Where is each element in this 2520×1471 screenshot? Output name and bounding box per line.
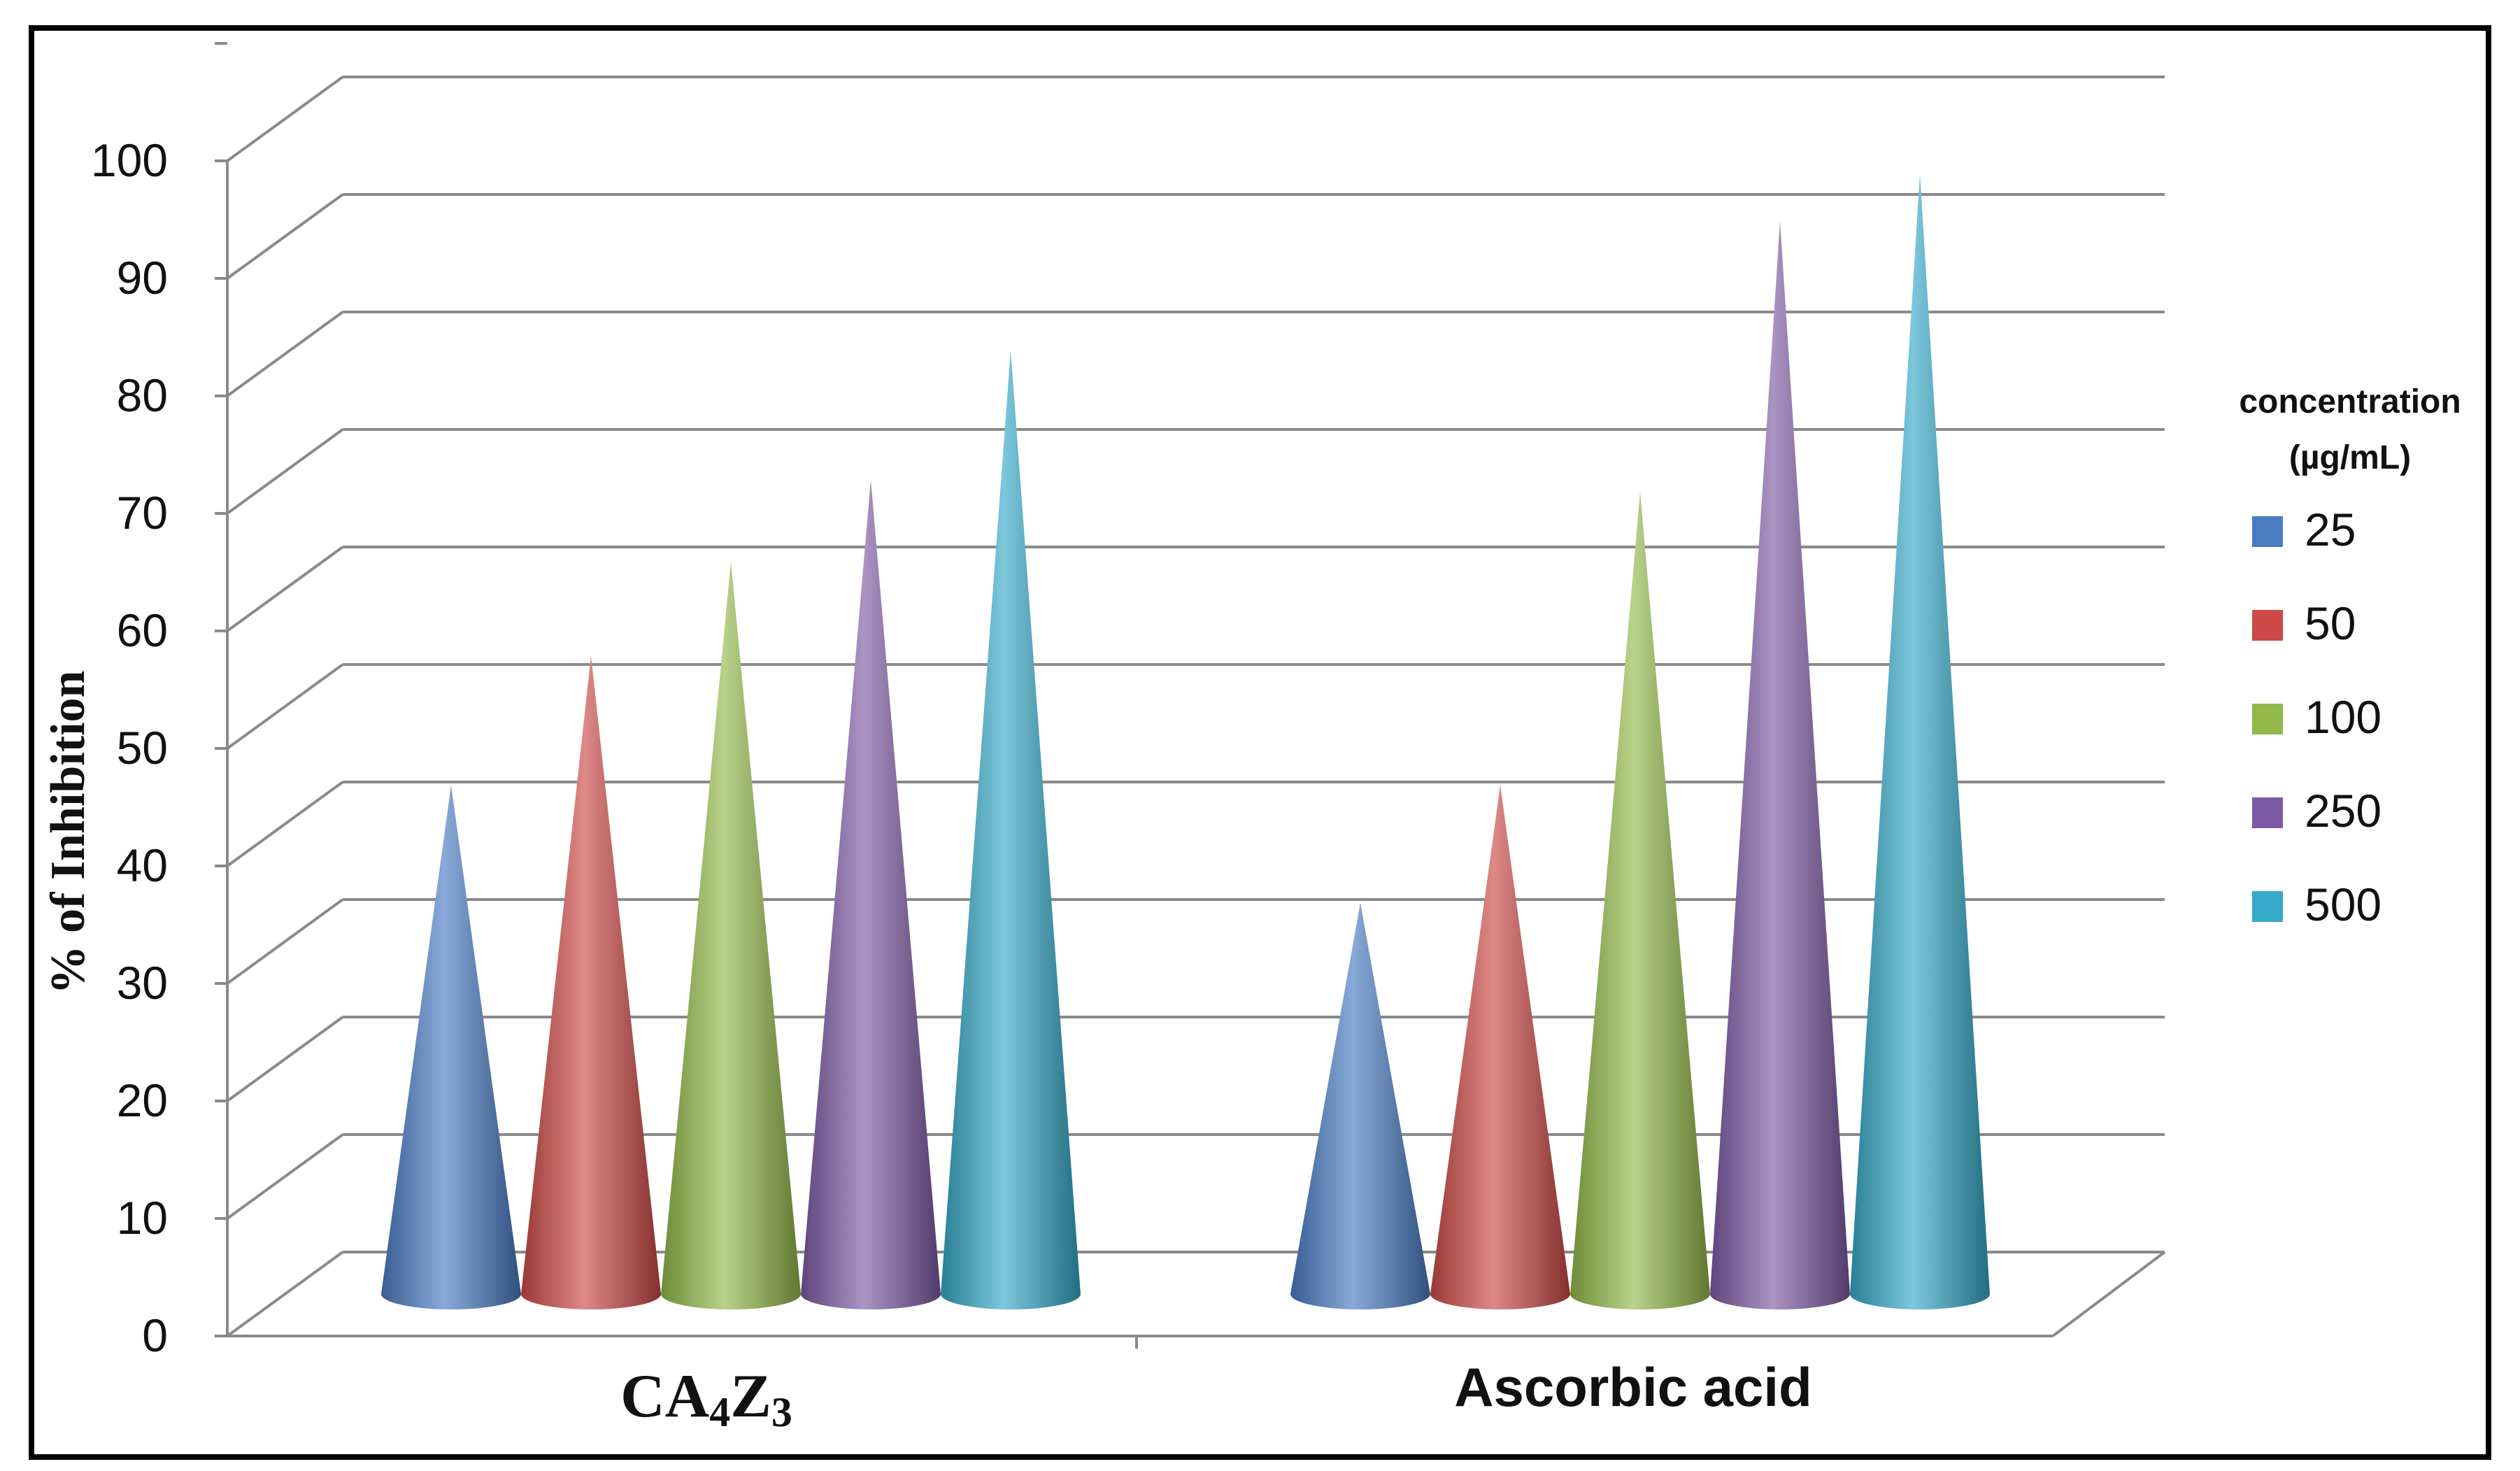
cone-50-1 xyxy=(1430,785,1570,1309)
legend-swatch-500 xyxy=(2252,891,2283,922)
gridline-side xyxy=(226,428,344,515)
gridline-side xyxy=(226,546,344,632)
y-tick-labels: 0 10 20 30 40 50 60 70 80 90 100 xyxy=(91,134,168,1361)
y-tick-label: 80 xyxy=(117,369,168,421)
gridline-side xyxy=(226,76,344,162)
legend-title-line1: concentration xyxy=(2239,383,2461,420)
chart-border xyxy=(29,25,2491,1460)
legend-title-line2: (µg/mL) xyxy=(2289,439,2411,476)
y-tick-label: 40 xyxy=(117,839,168,891)
gridline-side xyxy=(226,1016,344,1102)
cone-25-1 xyxy=(1290,902,1430,1309)
cone-50-0 xyxy=(521,655,661,1309)
legend-label-50: 50 xyxy=(2305,597,2356,649)
legend: concentration (µg/mL) 25 50 100 250 500 xyxy=(2239,383,2461,930)
legend-swatch-25 xyxy=(2252,516,2283,547)
gridline-side xyxy=(226,781,344,867)
legend-swatch-250 xyxy=(2252,797,2283,828)
legend-swatch-100 xyxy=(2252,704,2283,734)
gridline-side xyxy=(226,898,344,985)
gridline-side xyxy=(226,663,344,750)
gridline-side xyxy=(226,1133,344,1220)
cone-500-0 xyxy=(941,350,1081,1309)
cone-100-1 xyxy=(1570,491,1710,1309)
x-category-labels: CA4Z3 Ascorbic acid xyxy=(620,1356,1812,1435)
cone-250-0 xyxy=(801,479,941,1309)
y-tick-label: 10 xyxy=(117,1192,168,1244)
y-tick-label: 30 xyxy=(117,957,168,1009)
y-tick-label: 90 xyxy=(117,252,168,304)
cone-250-1 xyxy=(1710,221,1850,1310)
gridline-side xyxy=(226,1251,344,1337)
cone-100-0 xyxy=(661,562,801,1309)
cone-25-0 xyxy=(381,785,521,1309)
category-label-ca4z3: CA4Z3 xyxy=(620,1363,792,1435)
legend-label-100: 100 xyxy=(2305,691,2382,743)
category-label-ascorbic-acid: Ascorbic acid xyxy=(1454,1356,1812,1418)
y-tick-label: 20 xyxy=(117,1074,168,1126)
y-axis-label: % of Inhibition xyxy=(41,671,95,995)
y-tick-label: 60 xyxy=(117,604,168,656)
y-tick-label: 50 xyxy=(117,722,168,774)
cone-500-1 xyxy=(1850,174,1990,1309)
cones xyxy=(381,174,1990,1310)
gridline-side xyxy=(226,311,344,397)
y-tick-label: 100 xyxy=(91,134,168,186)
y-tick-label: 70 xyxy=(117,487,168,539)
legend-swatch-50 xyxy=(2252,610,2283,641)
legend-label-25: 25 xyxy=(2305,504,2356,555)
legend-label-250: 250 xyxy=(2305,785,2382,837)
floor-edge xyxy=(2051,1251,2166,1337)
gridline-side xyxy=(226,193,344,280)
y-tick-label: 0 xyxy=(142,1309,168,1361)
legend-label-500: 500 xyxy=(2305,879,2382,930)
